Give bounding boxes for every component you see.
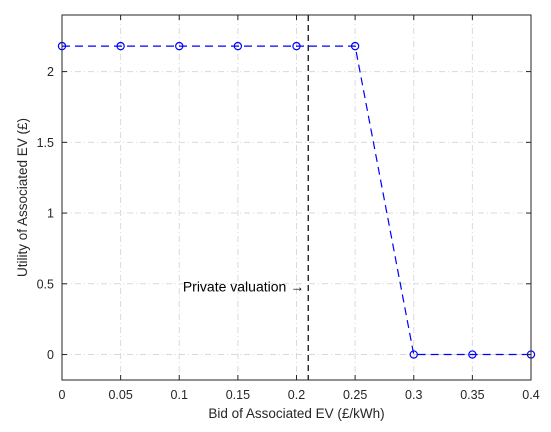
grid: [61, 15, 532, 380]
x-tick-label: 0.15: [226, 388, 250, 402]
x-tick-label: 0.25: [343, 388, 367, 402]
y-tick-label: 1.5: [37, 136, 54, 150]
data-point: [350, 41, 360, 51]
data-point: [175, 41, 184, 51]
data-point: [468, 350, 477, 359]
tick-labels: 0 0.05 0.1 0.15 0.2 0.25 0.3 0.35 0.4 0 0.5 1 1.5 2: [37, 65, 540, 402]
x-tick-label: 0: [59, 388, 66, 402]
data-point: [116, 41, 125, 51]
y-tick-label: 0: [47, 348, 54, 362]
ticks: [61, 15, 532, 380]
x-axis-title: Bid of Associated EV (£/kWh): [208, 406, 384, 421]
y-tick-label: 1: [47, 207, 54, 221]
series-line: [62, 45, 531, 356]
x-tick-label: 0.05: [108, 388, 132, 402]
x-tick-label: 0.2: [288, 388, 305, 402]
x-tick-label: 0.4: [522, 388, 539, 402]
private-valuation-annotation: Private valuation →: [183, 279, 304, 295]
x-tick-label: 0.35: [460, 388, 484, 402]
data-point: [409, 350, 418, 359]
data-point: [292, 41, 301, 51]
data-point: [233, 41, 243, 51]
y-tick-label: 0.5: [37, 277, 54, 291]
x-tick-label: 0.1: [171, 388, 188, 402]
x-tick-label: 0.3: [405, 388, 422, 402]
y-axis-title: Utility of Associated EV (£): [15, 118, 30, 277]
y-tick-label: 2: [47, 65, 54, 79]
